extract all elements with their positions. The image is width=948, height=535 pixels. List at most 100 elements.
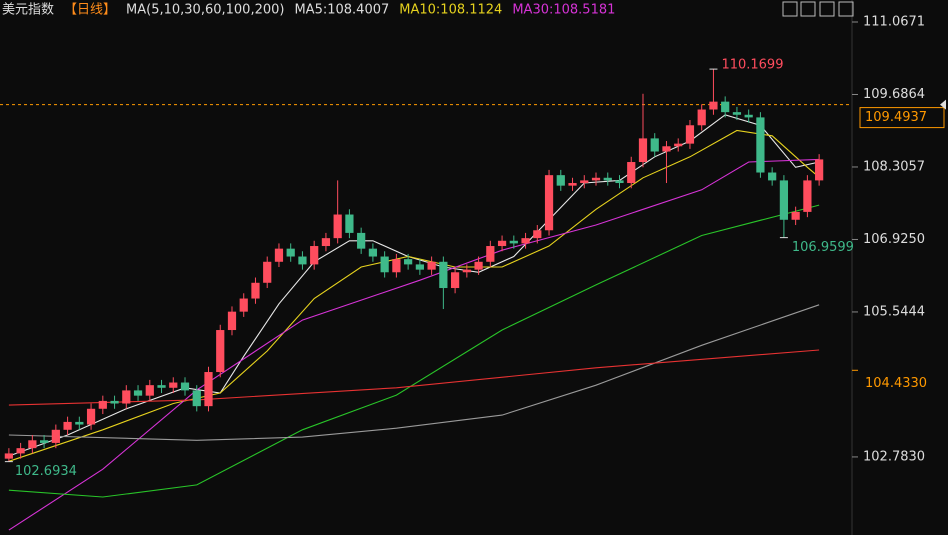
annotation-label: 102.6934 (15, 464, 77, 479)
candle-body (509, 240, 518, 244)
candle-body (756, 117, 765, 173)
candle-body (439, 261, 448, 289)
candle-body (768, 172, 777, 181)
ma-line (8, 304, 820, 441)
candle-body (169, 382, 178, 388)
candle-body (86, 408, 96, 425)
candle-body (427, 261, 436, 270)
y-tick-label: 105.5444 (863, 304, 925, 319)
candle-body (145, 385, 154, 396)
candle-body (709, 101, 718, 110)
candle-body (51, 429, 60, 443)
candle-body (450, 272, 460, 289)
candle-body (75, 421, 84, 425)
candle-body (544, 175, 554, 231)
candle-body (192, 390, 201, 407)
candle-body (357, 232, 366, 249)
candle-body (521, 238, 530, 244)
y-tick-label: 108.3057 (863, 159, 925, 174)
candle-body (580, 180, 589, 184)
ma-line (8, 158, 820, 531)
candle-body (697, 109, 706, 126)
candle-body (650, 138, 659, 152)
toolbar[interactable] (782, 1, 854, 17)
candle-body (815, 159, 824, 181)
candle-body (556, 175, 565, 186)
candle-body (721, 101, 730, 113)
annotation-label: 106.9599 (792, 240, 854, 255)
candle-body (16, 448, 25, 454)
candle-body (674, 143, 683, 147)
candle-body (204, 372, 213, 407)
candle-body (497, 240, 507, 247)
candle-body (227, 311, 237, 331)
tool-icon[interactable] (782, 1, 798, 17)
candle-body (603, 177, 612, 181)
header-text: MA30:108.5181 (512, 3, 615, 18)
candle-body (251, 282, 260, 299)
candle-body (216, 330, 225, 373)
candle-body (791, 211, 800, 220)
candle-body (662, 146, 671, 152)
candle-body (591, 177, 601, 181)
candle-body (779, 180, 789, 220)
candle-body (321, 238, 331, 247)
ma-line (8, 204, 820, 498)
header-text: MA(5,10,30,60,100,200) (126, 3, 284, 18)
price-box (859, 107, 945, 129)
candle-body (803, 180, 812, 212)
candle-body (744, 114, 753, 118)
candle-body (122, 390, 131, 404)
header-text: MA5:108.4007 (294, 3, 389, 18)
candle-body (4, 453, 13, 459)
ma-line (8, 349, 820, 406)
y-tick-label: 109.6864 (863, 87, 925, 102)
candle-body (180, 382, 190, 391)
tool-icon[interactable] (838, 1, 854, 17)
candle-body (380, 256, 389, 273)
candle-body (263, 261, 272, 283)
y-tick-label: 111.0671 (863, 14, 925, 29)
candle-body (98, 400, 107, 409)
candle-body (392, 259, 401, 273)
candle-body (732, 112, 742, 115)
candle-body (486, 246, 495, 262)
annotation-label: 110.1699 (721, 58, 783, 73)
candle-body (286, 248, 295, 257)
candle-body (638, 138, 648, 163)
candle-body (298, 256, 307, 265)
header-text: 美元指数 (2, 3, 54, 18)
candle-body (239, 298, 248, 312)
price-arrow (940, 99, 946, 110)
price-label: 104.4330 (865, 376, 927, 391)
candle-body (39, 440, 49, 443)
candle-body (533, 230, 542, 239)
header-text: 【日线】 (64, 3, 116, 18)
candle-body (133, 390, 143, 396)
candle-body (274, 248, 284, 262)
candle-body (404, 259, 413, 265)
candle-body (368, 248, 378, 257)
candle-body (627, 162, 636, 184)
tool-icon[interactable] (800, 1, 816, 17)
y-tick-label: 102.7830 (863, 449, 925, 464)
candle-body (110, 400, 119, 404)
candle-body (63, 421, 72, 430)
candle-body (685, 125, 695, 144)
candle-body (415, 264, 424, 270)
candle-body (28, 440, 37, 449)
candle-body (157, 385, 166, 388)
candle-body (474, 261, 483, 270)
header-text: MA10:108.1124 (399, 3, 502, 18)
candle-body (568, 183, 577, 186)
candle-body (615, 180, 624, 184)
candle-body (462, 269, 471, 273)
tool-icon[interactable] (819, 1, 835, 17)
price-label: 109.4937 (865, 110, 927, 125)
candle-body (345, 214, 354, 233)
candle-body (333, 214, 342, 239)
y-tick-label: 106.9250 (863, 232, 925, 247)
candle-body (310, 246, 319, 265)
